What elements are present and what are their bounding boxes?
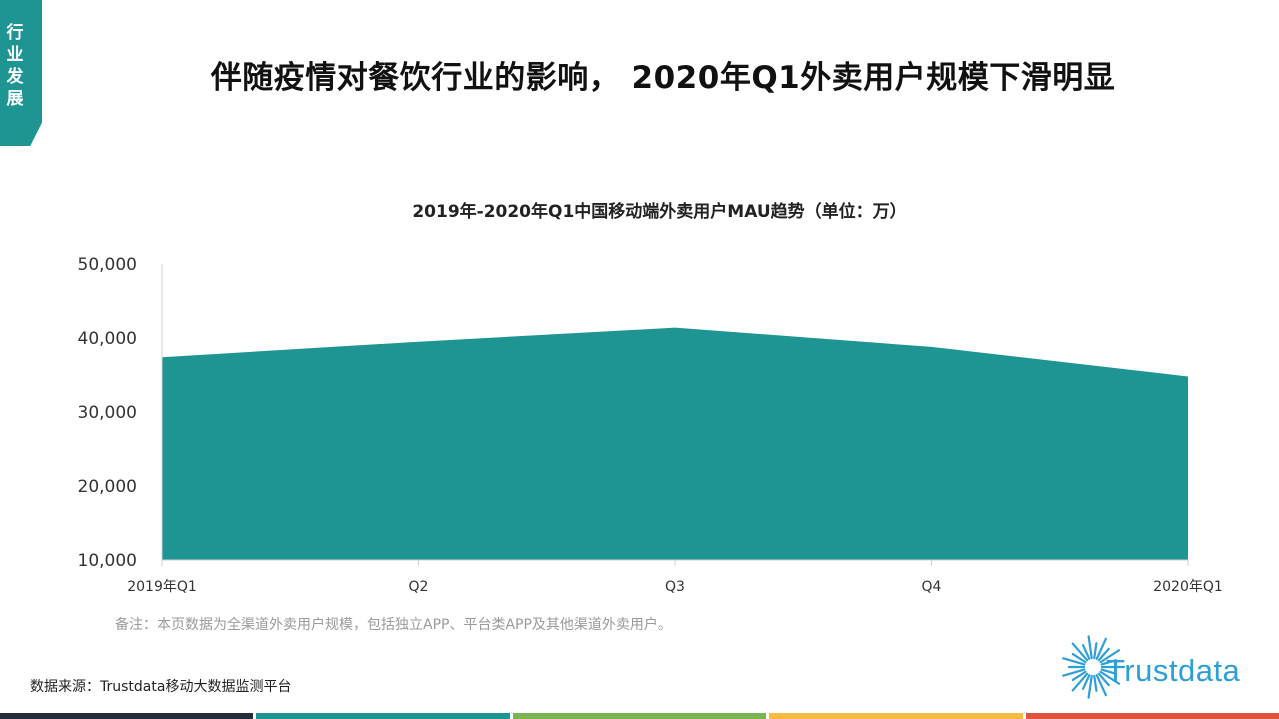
chart-title: 2019年-2020年Q1中国移动端外卖用户MAU趋势（单位：万） <box>412 202 907 222</box>
footer-segment <box>256 713 510 719</box>
area-chart: 50,000 40,000 30,000 20,000 10,000 2019年Q1 Q2 Q… <box>78 255 1223 595</box>
footer-color-bar <box>0 713 1279 719</box>
data-source: 数据来源：Trustdata移动大数据监测平台 <box>30 679 292 695</box>
footer-segment <box>769 713 1023 719</box>
y-tick-label: 50,000 <box>78 255 137 275</box>
y-tick-label: 10,000 <box>78 551 137 571</box>
area-series <box>162 327 1188 560</box>
x-tick-label: Q2 <box>409 579 429 595</box>
page-title: 伴随疫情对餐饮行业的影响， 2020年Q1外卖用户规模下滑明显 <box>210 60 1116 96</box>
section-tag: 行业发展 <box>0 0 42 146</box>
x-tick-label: 2020年Q1 <box>1153 579 1223 595</box>
footnote: 备注：本页数据为全渠道外卖用户规模，包括独立APP、平台类APP及其他渠道外卖用… <box>115 617 672 633</box>
footer-segment <box>512 713 767 719</box>
footer-segment <box>0 713 254 719</box>
x-tick-label: Q3 <box>665 579 685 595</box>
section-tag-label: 行业发展 <box>6 23 24 109</box>
footer-segment <box>1025 713 1279 719</box>
trustdata-logo-icon <box>1062 635 1126 699</box>
logo-text: Trustdata <box>1106 653 1241 688</box>
y-tick-label: 20,000 <box>78 477 137 497</box>
x-tick-label: Q4 <box>922 579 942 595</box>
y-tick-label: 30,000 <box>78 403 137 423</box>
x-tick-label: 2019年Q1 <box>127 579 197 595</box>
y-tick-label: 40,000 <box>78 329 137 349</box>
